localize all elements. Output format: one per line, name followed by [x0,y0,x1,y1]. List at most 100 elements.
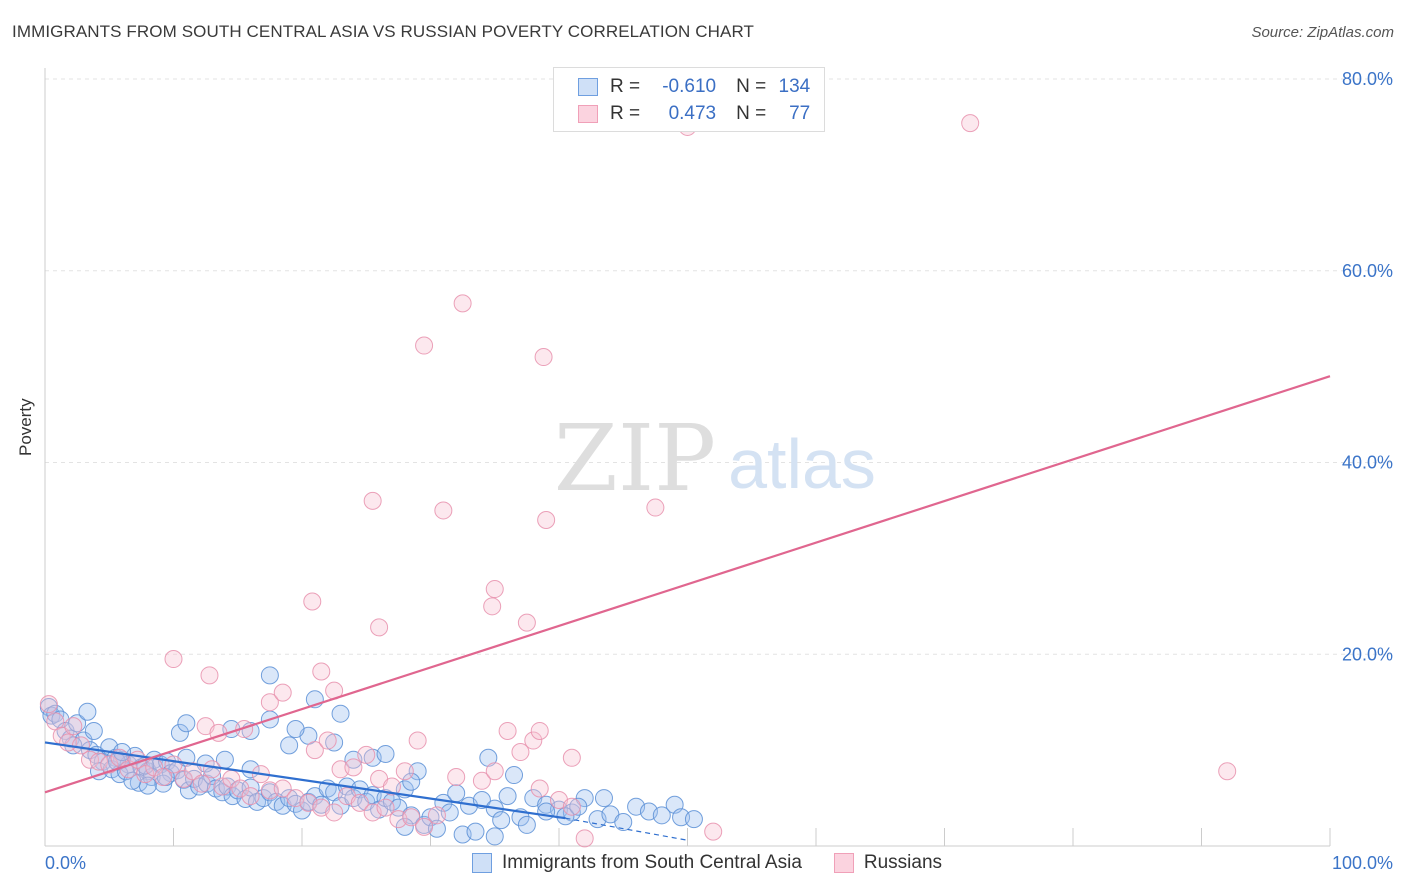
legend-r-label: R = [610,103,641,124]
data-point-russians [646,498,665,517]
data-point-russians [524,731,543,750]
data-point-russians [402,808,421,827]
data-point-immigrants [395,817,414,836]
trendline-russians [44,375,1331,794]
data-point-russians [1218,762,1237,781]
trendlines [44,375,1331,841]
data-point-immigrants [492,811,511,830]
data-point-immigrants [325,733,344,752]
data-point-immigrants [684,810,703,829]
legend-row-immigrants: R = -0.610 N = 134 [554,74,810,100]
y-tick-label: 60.0% [1342,261,1393,281]
data-point-immigrants [280,736,299,755]
data-point-russians [485,762,504,781]
data-point-russians [89,752,108,771]
watermark-zip: ZIP [554,405,716,512]
data-point-russians [483,597,502,616]
data-point-immigrants [569,797,588,816]
series-legend: Immigrants from South Central Asia Russi… [472,852,974,874]
data-point-immigrants [505,766,524,785]
legend-n-value: 77 [789,103,811,124]
data-point-russians [447,767,466,786]
data-point-russians [200,666,219,685]
data-point-russians [305,741,324,760]
data-point-russians [350,793,369,812]
data-point-russians [119,760,138,779]
data-point-russians [183,762,202,781]
data-point-russians [395,762,414,781]
data-point-immigrants [614,813,633,832]
data-point-russians [575,829,594,848]
data-point-russians [376,798,395,817]
data-point-russians [370,618,389,637]
data-point-russians [164,650,183,669]
data-point-russians [303,592,322,611]
data-point-russians [485,580,504,599]
data-point-russians [530,721,549,740]
data-point-russians [154,767,173,786]
data-point-russians [511,743,530,762]
data-point-immigrants [78,702,97,721]
trendline-immigrants-extension [565,817,688,841]
legend-row-russians: R = 0.473 N = 77 [554,101,810,127]
data-point-russians [498,721,517,740]
legend-swatch-pink [833,853,854,873]
data-point-russians [273,683,292,702]
y-tick-label: 40.0% [1342,453,1393,473]
data-point-russians [357,745,376,764]
legend-r-value: -0.610 [662,76,717,97]
legend-item-russians: Russians [833,852,943,874]
data-point-immigrants [594,789,613,808]
data-point-russians [80,750,99,769]
data-point-russians [472,771,491,790]
y-tick-label: 20.0% [1342,644,1393,664]
legend-item-immigrants: Immigrants from South Central Asia [472,852,802,874]
tick-labels: 20.0% 40.0% 60.0% 80.0% 0.0% 100.0% [45,69,1393,873]
data-point-russians [517,613,536,632]
correlation-legend: R = -0.610 N = 134 R = 0.473 N = 77 [553,67,825,132]
data-point-russians [961,114,980,133]
data-point-immigrants [408,762,427,781]
data-point-immigrants [498,787,517,806]
data-point-russians [325,803,344,822]
legend-swatch-blue [472,853,492,873]
x-tick-label: 100.0% [1332,853,1393,873]
data-point-russians [415,336,434,355]
data-point-russians [235,720,254,739]
data-point-immigrants [331,704,350,723]
data-point-russians [363,491,382,510]
data-point-immigrants [236,790,255,809]
data-point-immigrants [177,714,196,733]
data-point-immigrants [652,806,671,825]
watermark-atlas: atlas [728,425,876,503]
data-point-russians [344,758,363,777]
data-point-russians [136,765,155,784]
data-point-russians [164,755,183,774]
data-point-russians [100,755,119,774]
data-point-russians [213,777,232,796]
data-point-immigrants [402,772,421,791]
data-point-russians [434,501,453,520]
data-point-russians [260,693,279,712]
data-point-russians [415,817,434,836]
data-point-immigrants [260,666,279,685]
data-point-russians [312,662,331,681]
data-point-russians [64,717,83,736]
data-point-russians [382,777,401,796]
data-point-russians [427,806,446,825]
legend-label-immigrants: Immigrants from South Central Asia [502,852,802,873]
data-point-immigrants [466,822,485,841]
legend-swatch-pink [578,105,598,123]
data-point-russians [534,348,553,367]
legend-label-russians: Russians [863,852,943,873]
data-point-russians [318,731,337,750]
data-point-russians [408,731,427,750]
data-point-immigrants [286,720,305,739]
legend-r-label: R = [610,76,641,97]
legend-n-value: 134 [778,76,811,97]
data-point-russians [39,695,58,714]
data-point-immigrants [170,723,189,742]
data-point-russians [192,774,211,793]
x-tick-label: 0.0% [45,853,86,873]
data-point-immigrants [485,827,504,846]
